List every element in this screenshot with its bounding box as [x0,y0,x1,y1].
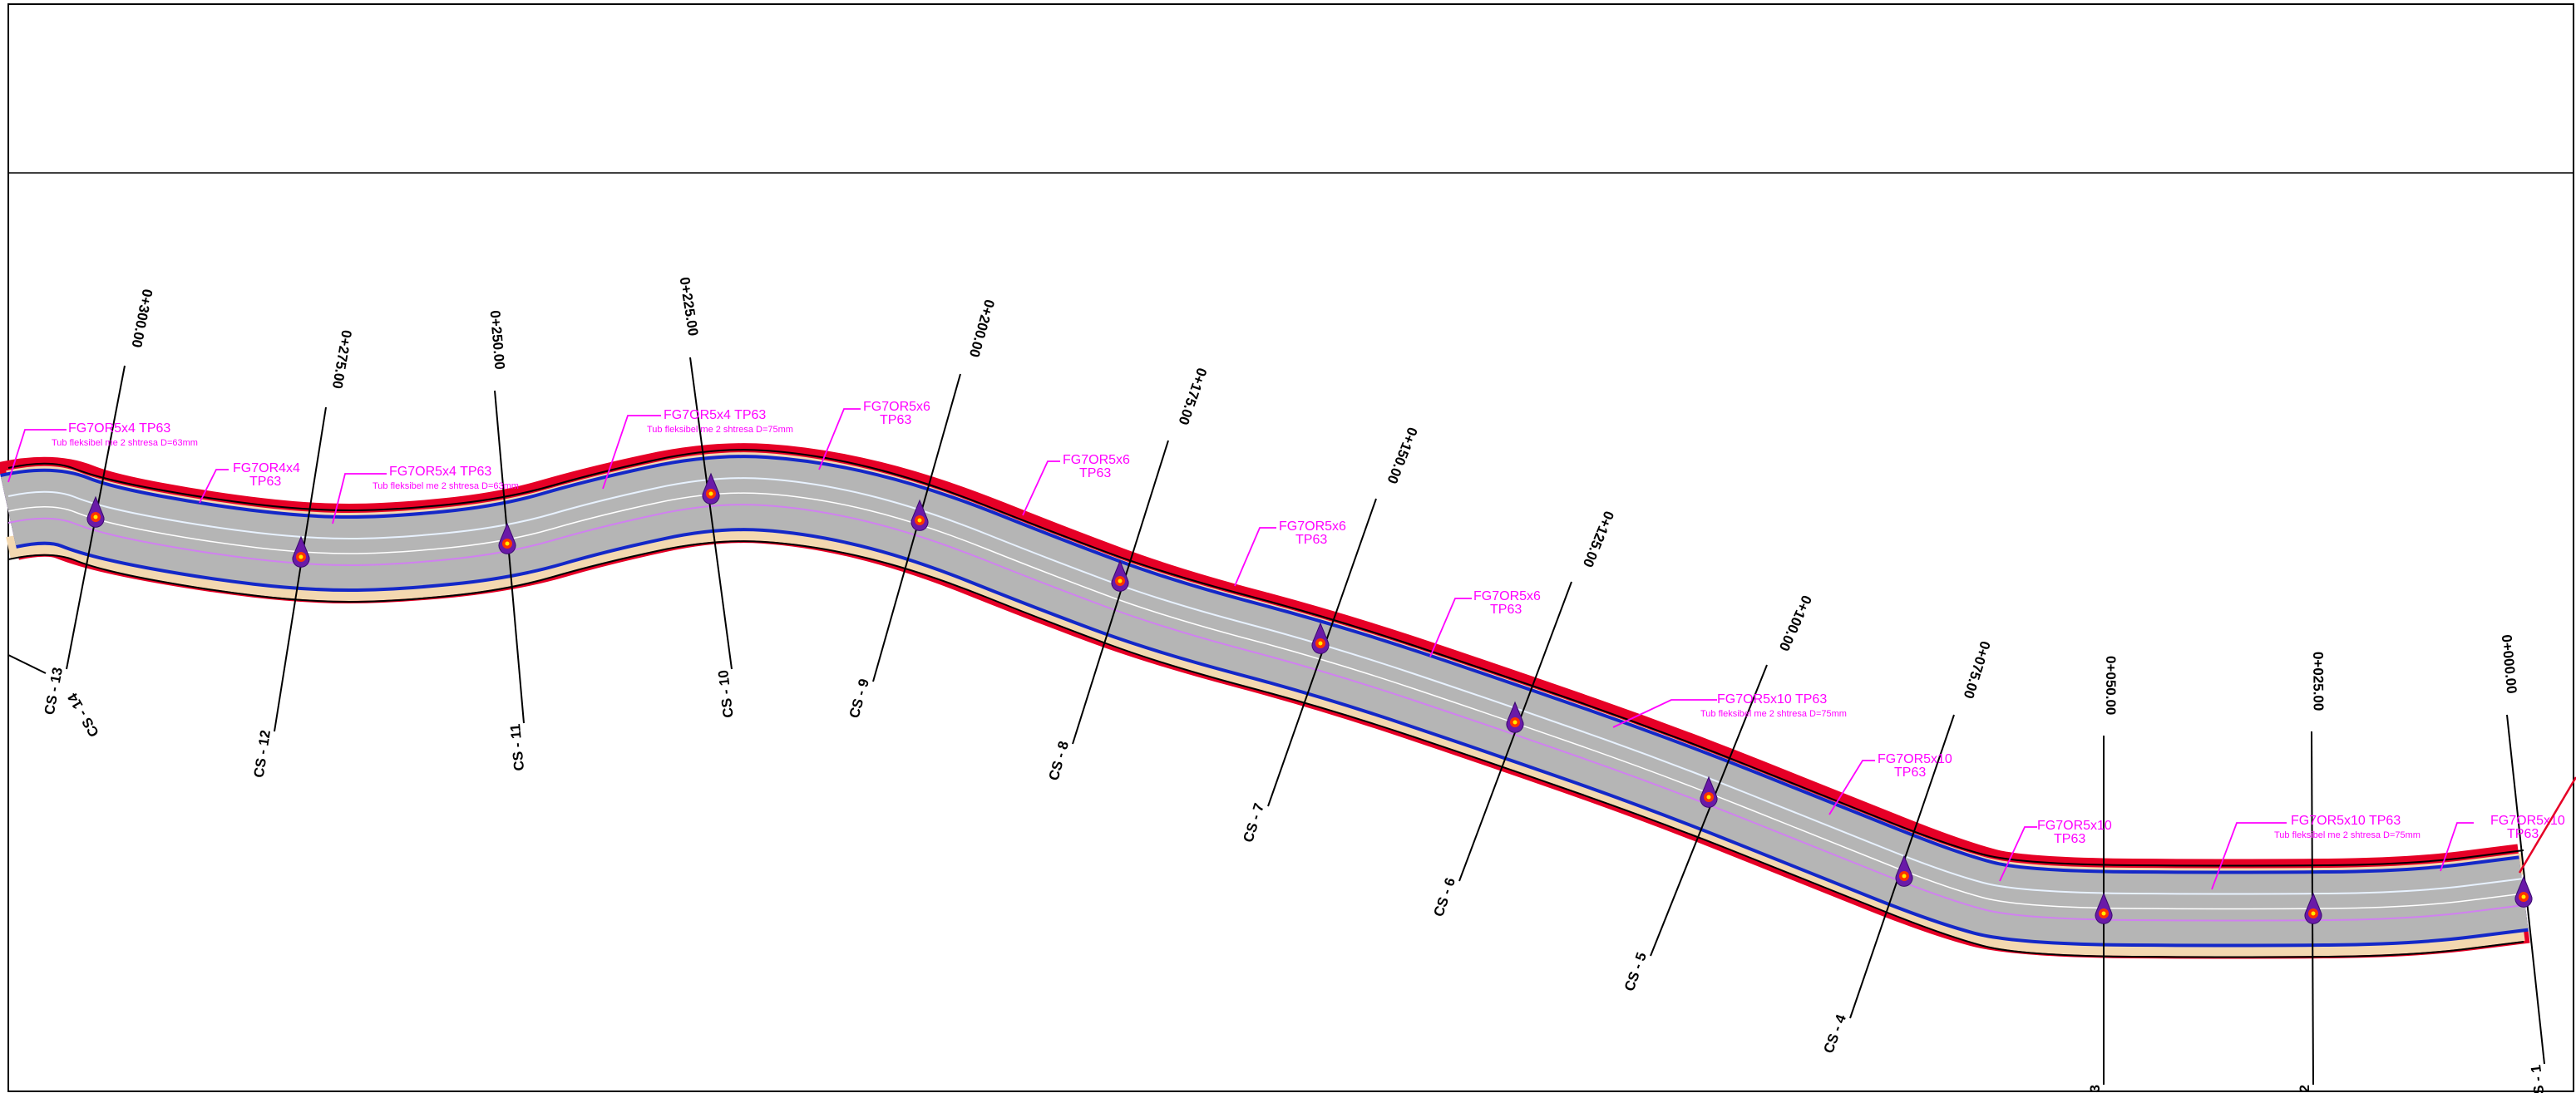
conduit-note-text: Tub fleksibel me 2 shtresa D=75mm [1700,709,1847,719]
section-label: CS - 11 [507,723,527,771]
lamp-marker [702,472,720,505]
road-corridor [0,443,2530,959]
cable-type-text: FG7OR5x4 TP63 [68,421,170,436]
cable-type-text: FG7OR4x4 [233,461,300,475]
chainage-label: 0+200.00 [966,298,998,359]
conduit-type-text: TP63 [249,475,281,489]
section-label: CS - 6 [1430,876,1458,919]
lamp-marker [910,499,929,531]
cable-type-text: FG7OR5x10 [1878,752,1952,766]
cable-type-text: FG7OR5x4 TP63 [389,465,491,479]
cable-type-text: FG7OR5x6 [863,400,930,414]
chainage-label: 0+175.00 [1175,366,1210,427]
conduit-type-text: TP63 [880,413,911,427]
cable-type-text: FG7OR5x6 [1473,589,1541,603]
cable-type-text: FG7OR5x10 TP63 [1717,692,1827,707]
conduit-type-text: TP63 [1490,603,1522,617]
road-layer [7,449,2524,867]
chainage-label: 0+075.00 [1961,639,1994,701]
section-label: CS - 1 [2528,1064,2549,1093]
lamp-marker [1506,701,1524,733]
chainage-label: 0+250.00 [487,310,508,371]
conduit-type-text: TP63 [1079,466,1111,480]
cable-type-text: FG7OR5x6 [1063,453,1130,467]
station-line [1650,664,1768,957]
chainage-label: 0+275.00 [329,329,355,391]
section-label: CS - 5 [1621,950,1650,993]
lamp-marker [292,535,310,568]
cable-label: FG7OR5x4 TP63 Tub fleksibel me 2 shtresa … [7,421,198,483]
section-label: CS - 3 [2087,1085,2103,1093]
chainage-label: 0+150.00 [1384,425,1420,485]
cable-label: FG7OR5x10 TP63 Tub fleksibel me 2 shtresa… [1612,692,1847,728]
cable-type-text: FG7OR5x10 [2490,814,2565,828]
section-label: CS - 4 [1820,1012,1849,1056]
conduit-note-text: Tub fleksibel me 2 shtresa D=63mm [373,481,519,491]
cable-label: FG7OR5x4 TP63 Tub fleksibel me 2 shtresa … [332,465,519,524]
road-layer [7,540,2524,958]
road-layer [0,458,2529,944]
station-line [1072,440,1169,745]
chainage-label: 0+025.00 [2310,652,2327,711]
cable-type-text: FG7OR5x4 TP63 [664,408,766,422]
lamp-marker [498,522,516,554]
conduit-type-text: TP63 [1295,533,1327,547]
station-line [689,357,733,670]
boundary-line [2518,776,2576,874]
chainage-label: 0+300.00 [129,288,155,349]
conduit-type-text: TP63 [1894,766,1926,780]
cable-label: FG7OR5x4 TP63 Tub fleksibel me 2 shtresa … [602,408,793,490]
section-label: CS - 8 [1046,740,1072,783]
conduit-type-text: TP63 [2054,832,2085,846]
cable-type-text: FG7OR5x10 [2037,819,2112,833]
section-label: CS - 10 [715,669,737,718]
conduit-note-text: Tub fleksibel me 2 shtresa D=75mm [2274,830,2421,840]
station-line [274,406,327,732]
chainage-label: 0+100.00 [1776,593,1815,653]
lamp-marker [2514,875,2533,908]
road-layer [7,477,2524,895]
lamp-marker [2095,892,2113,924]
road-layer [7,492,2524,910]
section-label: CS - 14 [64,690,102,740]
cable-type-text: FG7OR5x10 TP63 [2291,814,2401,828]
road-layer [7,504,2524,922]
lamp-marker [1111,559,1129,592]
conduit-note-text: Tub fleksibel me 2 shtresa D=75mm [647,425,793,435]
lamp-marker [1700,775,1718,808]
section-label: CS - 2 [2297,1085,2312,1093]
section-label: CS - 9 [846,677,872,721]
chainage-label: 0+050.00 [2103,656,2119,715]
cable-type-text: FG7OR5x6 [1279,519,1346,534]
chainage-label: 0+125.00 [1580,509,1617,569]
lamp-marker [2304,892,2322,924]
conduit-type-text: TP63 [2507,827,2539,841]
chainage-label: 0+225.00 [677,276,702,337]
conduit-note-text: Tub fleksibel me 2 shtresa D=63mm [52,438,198,448]
left-leader-line [7,654,47,674]
section-label: CS - 7 [1240,801,1267,844]
lamp-marker [1311,622,1330,654]
lamp-marker [1895,854,1913,887]
cable-label: FG7OR5x10 TP63 Tub fleksibel me 2 shtresa… [2211,814,2421,890]
lamp-marker [86,495,105,528]
chainage-label: 0+000.00 [2499,634,2520,695]
section-label: CS - 12 [251,729,274,779]
station-line [494,390,525,724]
